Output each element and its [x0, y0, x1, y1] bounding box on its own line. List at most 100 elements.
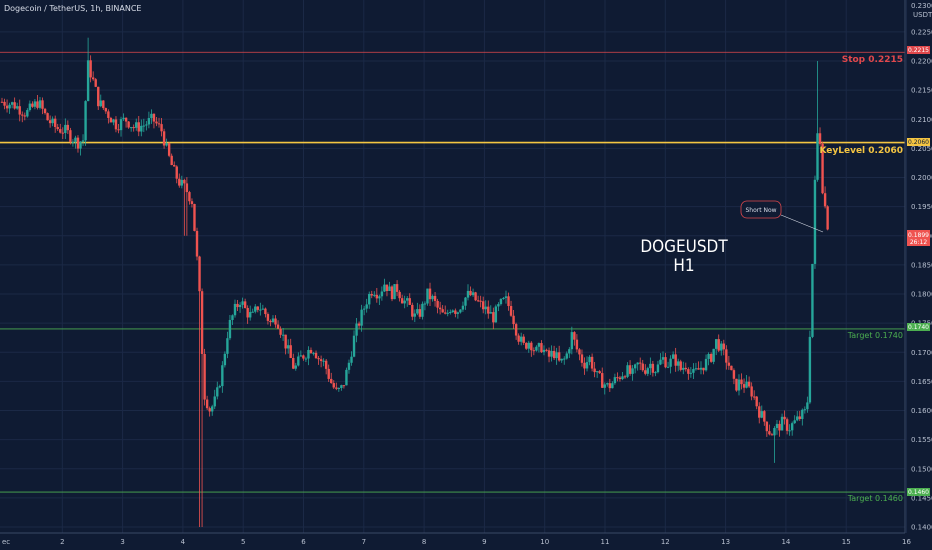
candle-body — [330, 378, 333, 384]
candle-body — [656, 364, 660, 373]
candle-body — [750, 386, 753, 397]
candle-body — [532, 350, 536, 352]
candle-body — [302, 355, 305, 359]
candle-body — [190, 201, 194, 204]
candle-body — [269, 320, 272, 323]
candle-body — [755, 396, 758, 407]
candle-body — [340, 385, 343, 389]
candle-body — [299, 355, 303, 357]
candle-body — [821, 143, 824, 194]
candle-body — [598, 371, 601, 374]
candle-body — [403, 300, 406, 304]
candle-body — [707, 353, 710, 359]
candle-body — [514, 324, 518, 336]
candle-body — [132, 127, 135, 129]
callout-box — [740, 200, 782, 219]
candle-body — [418, 309, 422, 317]
candle-body — [238, 304, 242, 308]
time-tick-label: 9 — [482, 538, 486, 546]
candle-body — [793, 420, 796, 424]
candle-body — [747, 381, 751, 387]
candle-body — [104, 108, 108, 112]
candle-body — [317, 358, 320, 360]
candle-body — [588, 356, 591, 363]
candle-body — [773, 428, 776, 436]
candle-body — [109, 117, 113, 123]
candle-body — [332, 383, 335, 388]
candle-body — [436, 300, 439, 308]
candle-body — [360, 309, 363, 326]
svg-text:0.2060: 0.2060 — [908, 139, 929, 146]
candle-body — [36, 101, 39, 108]
candle-body — [155, 121, 158, 124]
candle-body — [180, 179, 184, 186]
candle-body — [411, 304, 414, 317]
candle-body — [780, 416, 784, 431]
time-tick-label: 16 — [902, 538, 911, 546]
candle-body — [654, 372, 657, 374]
candle-body — [117, 129, 120, 131]
time-tick-label: 13 — [721, 538, 730, 546]
candle-body — [694, 368, 698, 370]
candle-body — [527, 342, 530, 349]
candle-body — [649, 363, 652, 369]
candle-body — [271, 318, 275, 323]
candle-body — [530, 342, 533, 351]
candle-body — [552, 350, 556, 359]
candle-body — [509, 306, 513, 316]
candle-body — [752, 396, 756, 398]
candle-body — [8, 104, 11, 109]
candle-body — [651, 363, 655, 373]
candle-body — [350, 356, 353, 363]
stop-price-tag: 0.2215 — [907, 46, 930, 54]
candle-body — [307, 349, 310, 359]
candle-body — [621, 376, 624, 380]
svg-text:0.1460: 0.1460 — [908, 489, 929, 496]
candle-body — [813, 179, 817, 264]
candle-body — [413, 313, 417, 317]
time-axis[interactable]: 2 3 4 5 6 7 8 9 10 11 12 13 14 15 16 — [0, 532, 911, 546]
candle-body — [183, 179, 186, 184]
candle-body — [91, 77, 95, 80]
candle-body — [563, 358, 566, 360]
candle-body — [112, 119, 115, 123]
candle-body — [170, 155, 173, 166]
candle-body — [760, 411, 763, 418]
candle-body — [573, 332, 576, 340]
candle-body — [785, 419, 789, 431]
candle-body — [765, 421, 769, 432]
candle-body — [119, 119, 123, 131]
candle-body — [454, 310, 457, 314]
time-tick-label: 14 — [781, 538, 790, 546]
candle-body — [727, 362, 731, 366]
candle-body — [233, 303, 237, 316]
candle-body — [722, 343, 725, 350]
candle-body — [84, 101, 87, 141]
candle-body — [76, 137, 80, 149]
candle-body — [601, 373, 604, 388]
candle-body — [140, 125, 143, 132]
candle-body — [469, 290, 472, 296]
candle-body — [193, 203, 196, 231]
candle-body — [198, 256, 201, 292]
candle-body — [702, 367, 705, 371]
candle-body — [623, 376, 627, 378]
candle-body — [64, 124, 67, 134]
candle-body — [611, 383, 614, 389]
candle-body — [449, 312, 452, 314]
candle-body — [583, 362, 586, 369]
time-tick-label: 5 — [241, 538, 245, 546]
short-now-callout[interactable]: Short Now — [740, 200, 824, 233]
candle-body — [309, 349, 313, 354]
candle-body — [69, 130, 72, 142]
candle-body — [246, 307, 249, 318]
candle-body — [689, 372, 693, 374]
candle-body — [803, 409, 807, 411]
